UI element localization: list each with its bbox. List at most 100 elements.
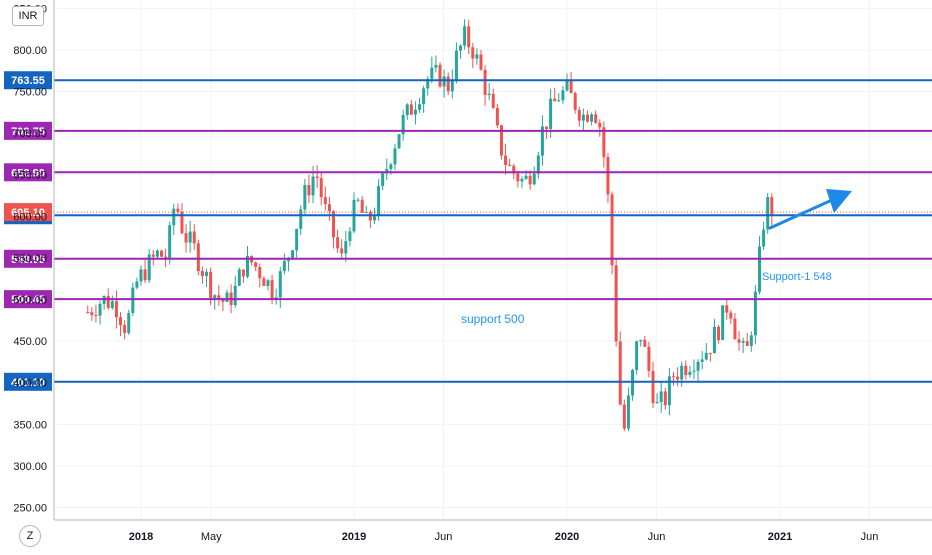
candle-body <box>94 314 98 316</box>
candle-body <box>549 98 553 130</box>
candle-body <box>647 346 651 371</box>
candle-body <box>168 225 172 260</box>
candle-body <box>643 339 647 347</box>
candle-body <box>610 194 614 266</box>
candle-body <box>463 26 467 46</box>
candle-body <box>426 78 430 89</box>
candle-body <box>131 287 135 314</box>
candle-body <box>135 281 139 288</box>
candle-body <box>237 269 241 286</box>
candle-body <box>434 64 438 68</box>
candle-body <box>340 248 344 254</box>
candle-body <box>258 266 262 279</box>
y-tick-label: 750.00 <box>13 87 47 99</box>
candle-body <box>393 148 397 165</box>
candle-body <box>114 301 118 318</box>
candle-body <box>217 295 221 300</box>
candle-body <box>139 269 143 282</box>
candle-body <box>356 199 360 201</box>
levels: 763.55702.75652.90601.30548.95500.45401.… <box>4 71 932 391</box>
candles <box>86 19 774 432</box>
candle-body <box>291 250 295 258</box>
candle-body <box>663 391 667 406</box>
y-tick-label: 500.00 <box>13 295 47 307</box>
candle-body <box>159 250 163 257</box>
x-tick-label: 2018 <box>129 531 153 543</box>
grid <box>54 0 932 520</box>
y-axis: 850.00800.00750.00700.00650.00600.00550.… <box>13 0 55 520</box>
level-badge <box>4 290 52 309</box>
candle-body <box>680 365 684 380</box>
candle-body <box>405 104 409 116</box>
candle-body <box>762 229 766 247</box>
x-tick-label: 2020 <box>555 531 579 543</box>
candle-body <box>192 231 196 244</box>
zoom-reset-button[interactable]: Z <box>19 525 41 547</box>
candle-body <box>176 208 180 212</box>
y-tick-label: 450.00 <box>13 336 47 348</box>
candle-body <box>205 271 209 276</box>
candle-body <box>323 197 327 205</box>
candle-body <box>708 352 712 354</box>
candle-body <box>327 204 331 212</box>
candle-body <box>758 246 762 292</box>
candle-body <box>614 265 618 342</box>
y-tick-label: 300.00 <box>13 461 47 473</box>
candle-body <box>446 76 450 92</box>
candle-body <box>512 165 516 174</box>
candle-body <box>172 208 176 226</box>
candle-body <box>540 126 544 156</box>
candle-body <box>692 370 696 372</box>
x-tick-label: Jun <box>861 531 879 543</box>
candle-body <box>528 175 532 185</box>
candle-body <box>717 326 721 341</box>
candle-body <box>622 404 626 429</box>
candle-body <box>737 339 741 343</box>
candle-body <box>635 341 639 370</box>
candle-body <box>520 178 524 182</box>
candle-body <box>577 109 581 121</box>
candle-body <box>459 45 462 51</box>
candle-body <box>110 301 114 308</box>
candle-body <box>729 312 733 319</box>
candle-body <box>401 115 405 135</box>
candle-body <box>422 88 426 105</box>
candle-body <box>299 209 303 229</box>
level-label: 500.45 <box>11 294 45 306</box>
candle-body <box>598 122 602 128</box>
candle-body <box>725 305 729 313</box>
candle-body <box>336 237 340 249</box>
candle-body <box>454 50 458 81</box>
level-badge <box>4 249 52 268</box>
candle-body <box>155 250 159 257</box>
candle-body <box>209 271 213 299</box>
candle-body <box>770 197 774 217</box>
candle-body <box>651 370 655 403</box>
candle-body <box>147 254 151 281</box>
candle-body <box>266 280 270 286</box>
candle-body <box>508 164 512 166</box>
candle-body <box>639 339 643 342</box>
candle-body <box>745 341 749 346</box>
candle-body <box>188 231 192 243</box>
currency-badge[interactable]: INR <box>12 6 44 26</box>
candle-body <box>712 326 716 354</box>
candle-body <box>442 76 446 87</box>
y-tick-label: 400.00 <box>13 378 47 390</box>
y-tick-label: 700.00 <box>13 128 47 140</box>
candle-body <box>86 312 90 313</box>
candle-body <box>233 285 237 306</box>
candle-body <box>672 376 675 378</box>
candle-body <box>262 278 266 286</box>
candle-body <box>618 341 622 405</box>
candle-body <box>315 176 319 179</box>
candle-body <box>573 92 577 110</box>
candle-body <box>696 361 700 371</box>
candle-body <box>626 395 630 429</box>
level-label: 702.75 <box>11 126 45 138</box>
candle-body <box>127 313 131 333</box>
y-tick-label: 250.00 <box>13 503 47 515</box>
candle-body <box>524 175 528 179</box>
candle-body <box>409 104 413 115</box>
